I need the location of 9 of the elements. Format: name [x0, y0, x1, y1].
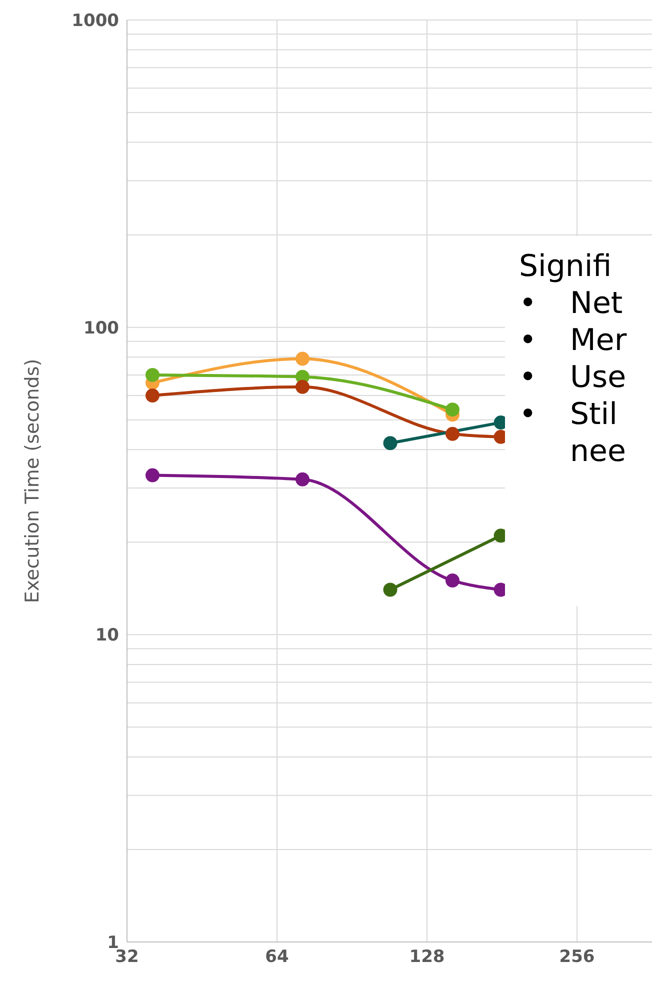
y-tick-label: 100 [84, 318, 120, 338]
y-axis-title: Execution Time (seconds) [22, 358, 44, 604]
text-box: Signifi • Net • Mer • Use • Stil nee [505, 236, 652, 606]
x-tick-label: 128 [409, 947, 445, 968]
x-tick-label: 256 [559, 947, 595, 968]
y-tick-label: 1000 [72, 11, 120, 32]
y-tick-label: 10 [95, 626, 120, 646]
x-tick-label: 32 [115, 947, 139, 968]
x-tick-label: 64 [265, 947, 289, 968]
